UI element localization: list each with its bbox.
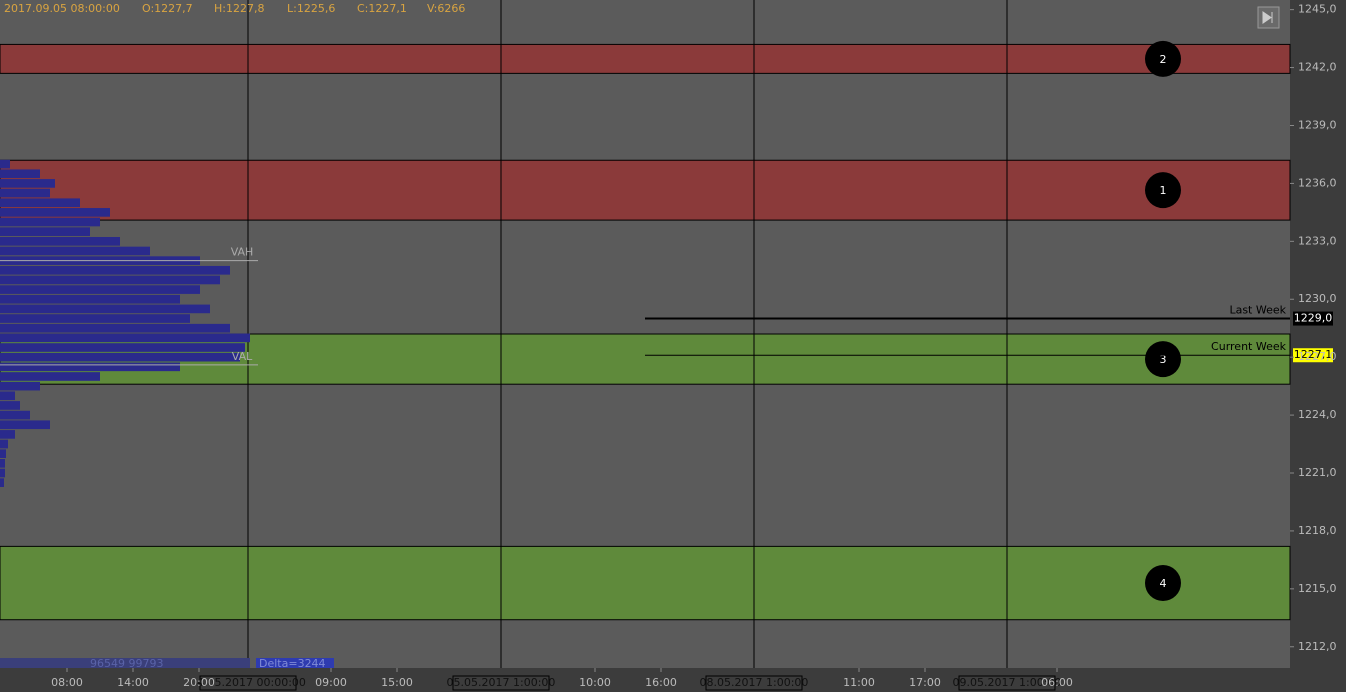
zone-badge: [1145, 172, 1181, 209]
footer-box: [256, 658, 334, 668]
profile-bar: [0, 323, 230, 333]
zone: [0, 545, 1291, 621]
profile-bar: [0, 159, 10, 169]
x-tick-label: 06:00: [1041, 676, 1073, 689]
y-tick-label: 1227,0: [1298, 350, 1337, 363]
zone-label: 4: [1160, 577, 1167, 590]
zone: [0, 43, 1291, 74]
zone-label: 1: [1160, 184, 1167, 197]
value-area-label: VAL: [232, 350, 253, 363]
profile-bar: [0, 352, 240, 362]
price-axis: [1290, 0, 1346, 692]
day-label-box: [199, 675, 297, 691]
profile-bar: [0, 362, 180, 372]
profile-bar: [0, 217, 100, 227]
profile-bar: [0, 246, 150, 256]
profile-bar: [0, 188, 50, 198]
day-label-box: [452, 675, 550, 691]
x-tick-label: 09:00: [315, 676, 347, 689]
x-tick-label: 10:00: [579, 676, 611, 689]
y-tick-label: 1224,0: [1298, 408, 1337, 421]
profile-bar: [0, 227, 90, 237]
level-label: 1227,1: [1294, 348, 1333, 361]
profile-bar: [0, 343, 245, 352]
x-tick-label: 14:00: [117, 676, 149, 689]
footer-text: Delta=3244: [259, 657, 326, 670]
profile-bar: [0, 198, 80, 208]
profile-bar: [0, 169, 40, 179]
level-marker: [1293, 311, 1333, 326]
y-tick-label: 1215,0: [1298, 582, 1337, 595]
profile-bar: [0, 314, 190, 323]
header-text: V:6266: [427, 2, 465, 15]
y-tick-label: 1239,0: [1298, 118, 1337, 131]
zone-badge: [1145, 565, 1181, 602]
profile-bar: [0, 468, 5, 478]
profile-bar: [0, 439, 8, 449]
profile-bar: [0, 449, 6, 459]
profile-bar: [0, 275, 220, 285]
zone-badge: [1145, 40, 1181, 77]
x-tick-label: 16:00: [645, 676, 677, 689]
profile-bar: [0, 391, 15, 401]
x-tick-label: 08:00: [51, 676, 83, 689]
profile-bar: [0, 294, 180, 304]
zone-badge: [1145, 341, 1181, 378]
profile-bar: [0, 410, 30, 420]
day-label-box: [705, 675, 803, 691]
value-area-label: VAH: [231, 246, 254, 259]
y-tick-label: 1221,0: [1298, 466, 1337, 479]
y-tick-label: 1212,0: [1298, 640, 1337, 653]
header-text: L:1225,6: [287, 2, 335, 15]
x-tick-label: 20:00: [183, 676, 215, 689]
y-tick-label: 1245,0: [1298, 3, 1337, 16]
header-text: O:1227,7: [142, 2, 193, 15]
profile-bar: [0, 333, 250, 343]
day-label: 09.05.2017 1:00:00: [953, 676, 1062, 689]
profile-bar: [0, 459, 5, 468]
profile-bar: [0, 237, 120, 246]
level-marker: [1293, 348, 1333, 363]
footer-box: [0, 658, 250, 668]
time-axis: [0, 668, 1290, 692]
profile-bar: [0, 420, 50, 430]
x-tick-label: 15:00: [381, 676, 413, 689]
header-text: H:1227,8: [214, 2, 264, 15]
profile-bar: [0, 265, 230, 275]
level-label: 1229,0: [1294, 312, 1333, 325]
profile-bar: [0, 285, 200, 294]
zone-label: 2: [1160, 53, 1167, 66]
x-tick-label: 17:00: [909, 676, 941, 689]
profile-bar: [0, 304, 210, 314]
profile-bar: [0, 208, 110, 217]
profile-bar: [0, 179, 55, 188]
scroll-button[interactable]: [1257, 6, 1280, 29]
header-text: 2017.09.05 08:00:00: [4, 2, 120, 15]
level-name: Current Week: [1211, 340, 1287, 353]
profile-bar: [0, 381, 40, 391]
day-label: 05.05.2017 1:00:00: [447, 676, 556, 689]
header-text: C:1227,1: [357, 2, 407, 15]
footer-text: 96549 99793: [90, 657, 163, 670]
x-tick-label: 11:00: [843, 676, 875, 689]
day-label: 08.05.2017 1:00:00: [700, 676, 809, 689]
y-tick-label: 1233,0: [1298, 234, 1337, 247]
level-name: Last Week: [1229, 304, 1286, 317]
day-label-box: [958, 675, 1056, 691]
profile-bar: [0, 401, 20, 410]
y-tick-label: 1236,0: [1298, 176, 1337, 189]
profile-bar: [0, 478, 4, 487]
profile-bar: [0, 430, 15, 439]
day-label: 04.05.2017 00:00:00: [190, 676, 306, 689]
y-tick-label: 1242,0: [1298, 61, 1337, 74]
y-tick-label: 1230,0: [1298, 292, 1337, 305]
profile-bar: [0, 372, 100, 381]
zone: [0, 159, 1291, 221]
zone-label: 3: [1160, 353, 1167, 366]
y-tick-label: 1218,0: [1298, 524, 1337, 537]
